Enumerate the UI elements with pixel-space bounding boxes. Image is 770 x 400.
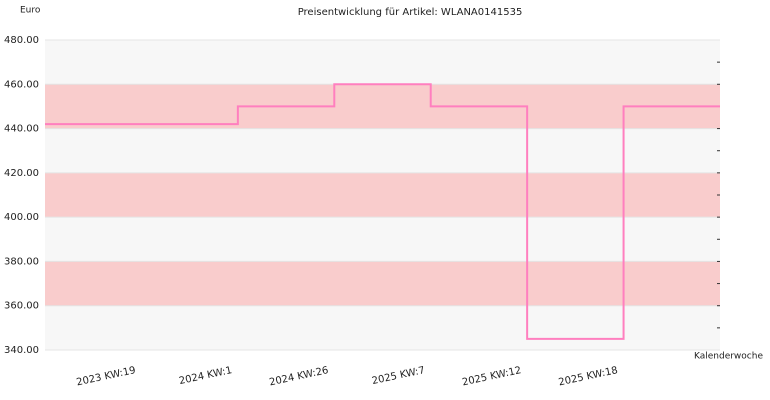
- x-axis-label: Kalenderwoche: [694, 352, 763, 362]
- plot-band: [45, 305, 720, 350]
- y-tick-label: 400.00: [4, 212, 39, 223]
- y-tick-label: 380.00: [4, 256, 39, 267]
- x-tick-label: 2025 KW:7: [371, 365, 426, 387]
- y-tick-label: 340.00: [4, 345, 39, 356]
- plot-band: [45, 40, 720, 85]
- y-tick-label: 460.00: [4, 79, 39, 90]
- x-tick-label: 2024 KW:26: [268, 365, 329, 388]
- plot-band: [45, 172, 720, 218]
- y-tick-label: 480.00: [4, 35, 39, 46]
- plot-band: [45, 261, 720, 306]
- plot-band: [45, 84, 720, 129]
- y-axis-label: Euro: [20, 6, 41, 16]
- x-tick-label: 2023 KW:19: [75, 365, 136, 388]
- plot-band: [45, 128, 720, 173]
- x-tick-label: 2025 KW:18: [558, 365, 619, 388]
- plot-band: [45, 217, 720, 262]
- price-line: [45, 83, 720, 340]
- x-tick-label: 2024 KW:1: [178, 365, 233, 387]
- y-tick-label: 440.00: [4, 124, 39, 135]
- x-tick-label: 2025 KW:12: [461, 365, 522, 388]
- y-tick-label: 420.00: [4, 168, 39, 179]
- y-tick-label: 360.00: [4, 301, 39, 312]
- chart-title: Preisentwicklung für Artikel: WLANA01415…: [298, 7, 523, 18]
